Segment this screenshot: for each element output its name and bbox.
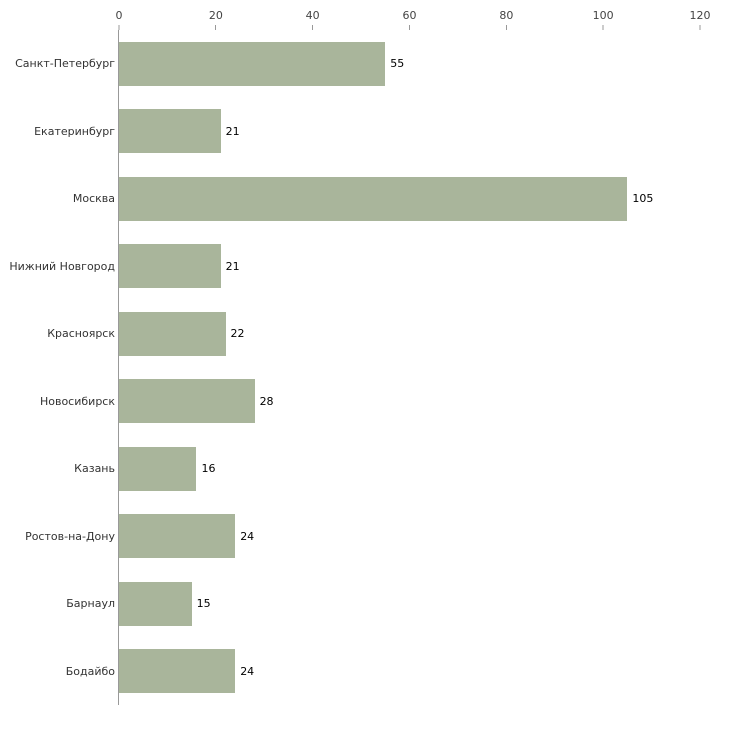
value-label: 15 (196, 597, 211, 611)
bar-track: 24 (118, 637, 700, 705)
bar-track: 55 (118, 30, 700, 98)
x-tick: 40 (306, 9, 320, 30)
value-label: 105 (632, 192, 654, 206)
bar-track: 15 (118, 570, 700, 638)
category-label: Красноярск (47, 327, 115, 341)
bar-track: 21 (118, 97, 700, 165)
x-tick-mark (505, 25, 507, 30)
category-label: Бодайбо (65, 664, 115, 678)
bar (119, 41, 386, 86)
x-tick-mark (118, 25, 120, 30)
bar-row: Бодайбо 24 (0, 637, 730, 705)
bar-track: 21 (118, 232, 700, 300)
x-tick-label: 40 (305, 9, 320, 22)
category-label: Санкт-Петербург (15, 57, 115, 71)
bar-track: 105 (118, 165, 700, 233)
bar (119, 109, 221, 154)
x-tick-label: 100 (592, 9, 614, 22)
bar-row: Москва 105 (0, 165, 730, 233)
bar-row: Санкт-Петербург 55 (0, 30, 730, 98)
value-label: 21 (225, 124, 240, 138)
x-tick: 60 (403, 9, 417, 30)
value-label: 24 (240, 529, 255, 543)
category-label: Барнаул (66, 597, 115, 611)
bar-row: Барнаул 15 (0, 570, 730, 638)
category-label: Екатеринбург (34, 124, 115, 138)
x-tick-label: 0 (115, 9, 123, 22)
x-tick-label: 80 (499, 9, 514, 22)
category-label: Нижний Новгород (9, 259, 115, 273)
x-tick-label: 120 (689, 9, 711, 22)
category-label: Казань (74, 462, 115, 476)
bar (119, 649, 236, 694)
category-label: Москва (72, 192, 115, 206)
bar-track: 24 (118, 502, 700, 570)
bar-track: 22 (118, 300, 700, 368)
bar (119, 514, 236, 559)
value-label: 24 (240, 664, 255, 678)
plot-area: Санкт-Петербург 55 Екатеринбург 21 Москва 105… (0, 30, 730, 705)
x-tick-mark (699, 25, 701, 30)
x-axis-ticks: 0 20 40 60 80 100 120 (116, 0, 711, 30)
x-tick-mark (312, 25, 314, 30)
value-label: 16 (201, 462, 216, 476)
x-tick: 80 (499, 9, 513, 30)
bar (119, 311, 226, 356)
bar (119, 446, 197, 491)
x-tick-mark (215, 25, 217, 30)
bar (119, 581, 192, 626)
x-tick-mark (409, 25, 410, 30)
bar-row: Екатеринбург 21 (0, 97, 730, 165)
axis-label-spacer (0, 0, 119, 30)
bar-row: Казань 16 (0, 435, 730, 503)
bar-row: Ростов-на-Дону 24 (0, 502, 730, 570)
x-tick-label: 20 (208, 9, 223, 22)
bar-row: Нижний Новгород 21 (0, 232, 730, 300)
x-tick: 100 (593, 9, 614, 30)
x-tick: 120 (690, 9, 711, 30)
x-tick-mark (602, 25, 604, 30)
value-label: 55 (390, 57, 405, 71)
bar-track: 16 (118, 435, 700, 503)
x-tick: 0 (116, 9, 123, 30)
category-label: Ростов-на-Дону (25, 529, 115, 543)
bar (119, 379, 255, 424)
bar (119, 244, 221, 289)
value-label: 22 (230, 327, 245, 341)
bar (119, 176, 628, 221)
bar-row: Красноярск 22 (0, 300, 730, 368)
category-label: Новосибирск (39, 394, 115, 408)
x-tick: 20 (209, 9, 223, 30)
x-axis: 0 20 40 60 80 100 120 (0, 0, 730, 30)
x-tick-label: 60 (402, 9, 417, 22)
bar-track: 28 (118, 367, 700, 435)
value-label: 21 (225, 259, 240, 273)
bar-row: Новосибирск 28 (0, 367, 730, 435)
value-label: 28 (259, 394, 274, 408)
